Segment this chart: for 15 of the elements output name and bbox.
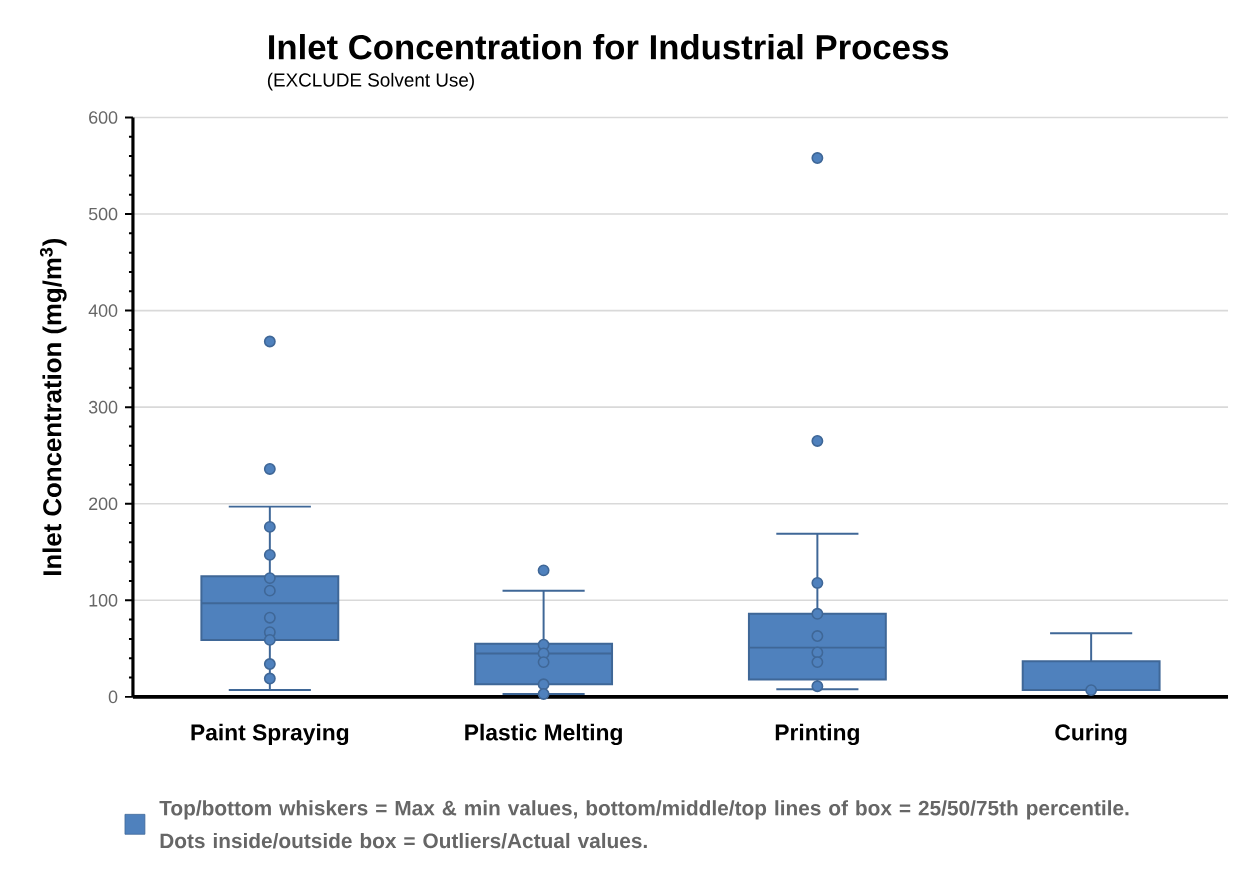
y-tick-label: 100 [89,593,118,607]
y-tick-label: 500 [88,207,118,221]
y-tick-label: 0 [108,690,118,704]
x-tick-label: Plastic Melting [465,723,622,746]
y-axis-title: Inlet Concentration (mg/m$^{3}$) [39,238,67,575]
x-tick-label: Printing [775,723,859,746]
y-tick-label: 600 [89,111,118,124]
y-tick-label: 200 [89,497,118,511]
y-tick-label: 400 [88,304,118,317]
legend-label: Top/bottom whiskers = Max & min values, bottom/middle/top lines of box = 25/50/75th percentile. Dots inside/outside box = Outliers/Actual values. [159,800,1129,849]
x-tick-label: Paint Spraying [191,723,349,746]
x-tick-label: Curing [1055,723,1127,746]
y-tick-label: 300 [88,400,118,414]
chart-subtitle: (EXCLUDE Solvent Use) [267,72,474,91]
chart-title: Inlet Concentration for Industrial Process [269,33,949,60]
